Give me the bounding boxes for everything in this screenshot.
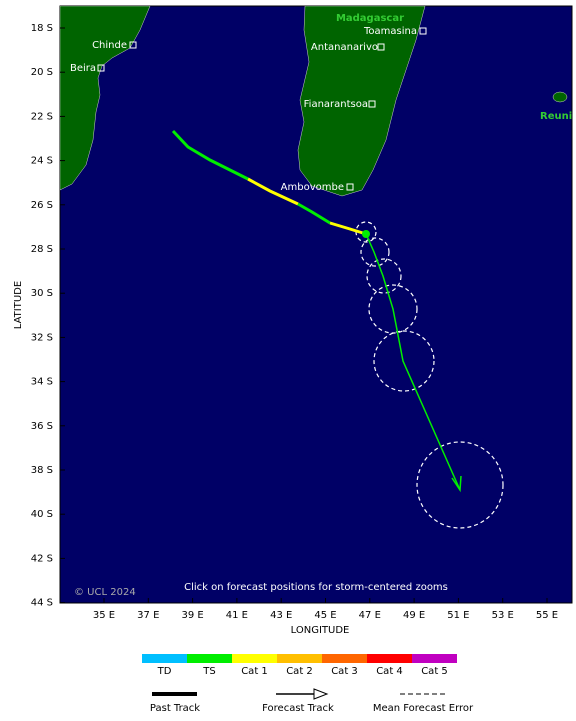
- legend-swatch: [367, 654, 412, 663]
- place-label: Beira: [70, 63, 96, 74]
- past-track: [297, 202, 331, 225]
- africa: [60, 6, 151, 191]
- legend-label: TD: [157, 666, 172, 677]
- x-axis-label: LONGITUDE: [291, 625, 350, 636]
- legend-label: Cat 5: [421, 666, 448, 677]
- reunion-land: [552, 91, 568, 103]
- past-track: [247, 177, 299, 206]
- note: Click on forecast positions for storm-ce…: [184, 582, 448, 593]
- y-tick-label: 30 S: [31, 288, 53, 299]
- place-label: Toamasina: [363, 26, 417, 37]
- place-marker: [377, 43, 385, 51]
- y-tick-label: 42 S: [31, 553, 53, 564]
- x-tick-label: 49 E: [403, 610, 425, 621]
- legend-label: Cat 1: [241, 666, 268, 677]
- y-axis-label: LATITUDE: [13, 281, 24, 329]
- forecast-error-circle[interactable]: [366, 258, 402, 294]
- place-marker: [368, 100, 376, 108]
- y-tick-label: 22 S: [31, 111, 53, 122]
- y-tick-label: 18 S: [31, 23, 53, 34]
- place-marker: [97, 64, 105, 72]
- place-marker: [346, 183, 354, 191]
- x-tick-label: 43 E: [270, 610, 292, 621]
- region-labels: Madagascar Reuni: [336, 13, 572, 122]
- x-tick-label: 53 E: [492, 610, 514, 621]
- legend-label: Past Track: [150, 703, 200, 714]
- place-label: Fianarantsoa: [304, 99, 368, 110]
- legend-swatch: [232, 654, 277, 663]
- legend-swatch: [142, 654, 187, 663]
- x-tick-label: 55 E: [536, 610, 558, 621]
- legend-label: Cat 3: [331, 666, 358, 677]
- legend-swatch: [322, 654, 367, 663]
- place-label: Ambovombe: [281, 182, 344, 193]
- place-marker: [419, 27, 427, 35]
- forecast-arrowhead: [451, 475, 462, 493]
- madagascar-land: [297, 6, 426, 197]
- y-tick-label: 24 S: [31, 156, 53, 167]
- x-tick-label: 37 E: [137, 610, 159, 621]
- place-label: Antananarivo: [311, 42, 378, 53]
- x-tick-label: 35 E: [93, 610, 115, 621]
- legend-label: Cat 4: [376, 666, 403, 677]
- legend-swatch: [412, 654, 457, 663]
- place-label: Chinde: [92, 40, 127, 51]
- legend-swatch: [277, 654, 322, 663]
- y-tick-label: 40 S: [31, 509, 53, 520]
- x-tick-label: 45 E: [314, 610, 336, 621]
- storm-position[interactable]: [362, 230, 370, 238]
- forecast-track: [365, 233, 461, 491]
- legend-label: Mean Forecast Error: [373, 703, 474, 714]
- legend-label: Cat 2: [286, 666, 313, 677]
- past-track: [171, 129, 249, 181]
- y-tick-label: 28 S: [31, 244, 53, 255]
- place-marker: [129, 41, 137, 49]
- past-track: [329, 221, 367, 236]
- land: [60, 6, 568, 197]
- legend-swatch: [187, 654, 232, 663]
- legend-label: Forecast Track: [262, 703, 334, 714]
- x-tick-label: 51 E: [447, 610, 469, 621]
- y-tick-label: 26 S: [31, 200, 53, 211]
- x-tick-label: 39 E: [181, 610, 203, 621]
- x-tick-label: 47 E: [359, 610, 381, 621]
- y-tick-label: 38 S: [31, 465, 53, 476]
- forecast-error-circle[interactable]: [360, 237, 390, 267]
- region-label: Madagascar: [336, 13, 404, 24]
- y-tick-label: 32 S: [31, 332, 53, 343]
- x-tick-label: 41 E: [226, 610, 248, 621]
- forecast-error-circle[interactable]: [373, 330, 435, 392]
- legend-arrowhead: [313, 688, 329, 700]
- region-label: Reuni: [540, 111, 572, 122]
- forecast-error-circle[interactable]: [416, 441, 504, 529]
- y-tick-label: 20 S: [31, 67, 53, 78]
- y-tick-label: 36 S: [31, 421, 53, 432]
- legend-label: TS: [202, 666, 215, 677]
- y-tick-label: 34 S: [31, 377, 53, 388]
- copyright: © UCL 2024: [74, 587, 136, 598]
- y-tick-label: 44 S: [31, 598, 53, 609]
